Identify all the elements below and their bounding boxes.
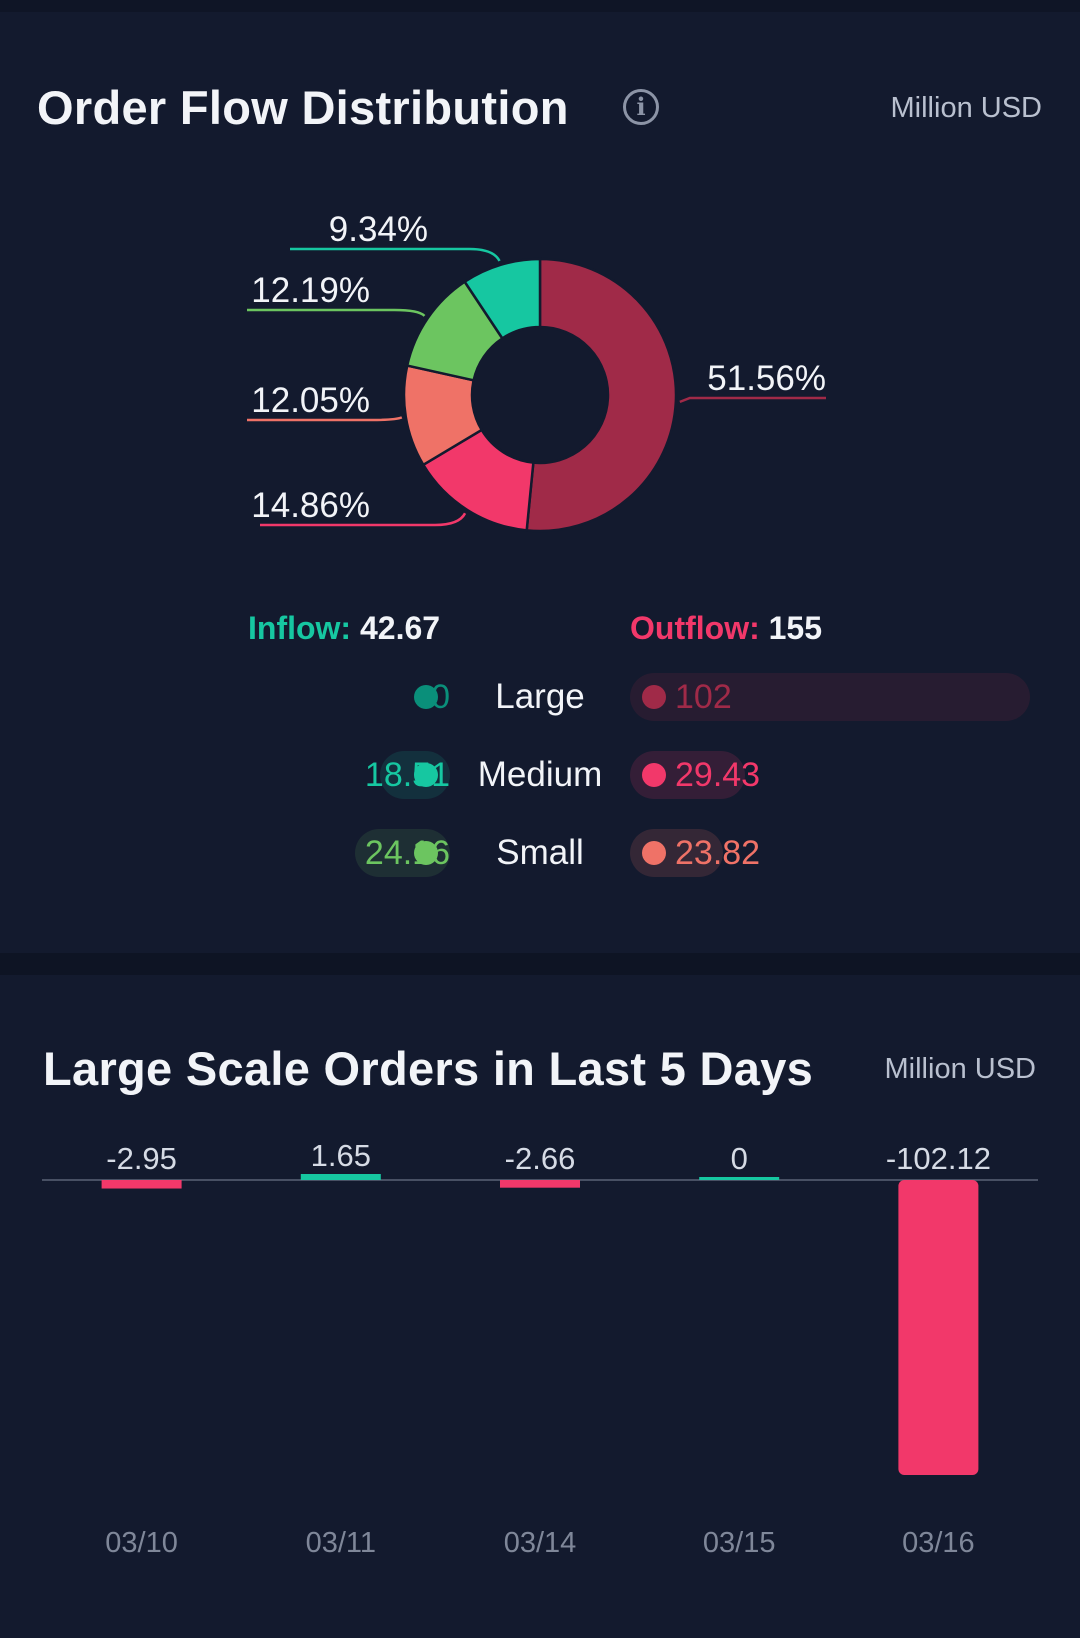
info-icon[interactable]: i bbox=[623, 89, 659, 125]
donut-slice bbox=[525, 257, 678, 533]
large-outflow-dot bbox=[642, 685, 666, 709]
x-tick-label: 03/11 bbox=[306, 1527, 376, 1559]
large-inflow-value: 0 bbox=[431, 678, 450, 716]
x-tick-label: 03/10 bbox=[105, 1527, 178, 1559]
small-outflow-dot bbox=[642, 841, 666, 865]
inflow-total: Inflow: 42.67 bbox=[248, 610, 440, 647]
donut-slice bbox=[462, 257, 542, 341]
large-outflow-bar bbox=[630, 673, 1030, 721]
distribution-title: Order Flow Distribution bbox=[37, 81, 569, 134]
category-medium: Medium bbox=[477, 755, 603, 794]
donut-leader-line bbox=[260, 512, 467, 527]
medium-inflow-dot bbox=[414, 763, 438, 787]
flow-row-large: 0 Large 102 bbox=[0, 673, 1080, 721]
distribution-unit: Million USD bbox=[890, 92, 1042, 124]
outflow-label: Outflow: bbox=[630, 610, 760, 646]
donut-slice-label: 9.34% bbox=[329, 210, 428, 249]
bar-value-label: -2.66 bbox=[505, 1141, 576, 1176]
inflow-value: 42.67 bbox=[359, 610, 441, 646]
large-inflow-dot bbox=[414, 685, 438, 709]
donut-leader-line bbox=[679, 396, 826, 404]
bar bbox=[300, 1174, 381, 1180]
donut-slice-label: 12.19% bbox=[251, 271, 370, 310]
x-tick-label: 03/16 bbox=[902, 1527, 975, 1559]
category-large: Large bbox=[495, 677, 585, 716]
bar bbox=[500, 1180, 580, 1188]
donut-leader-line bbox=[247, 416, 403, 422]
donut-slice-label: 51.56% bbox=[707, 359, 826, 398]
bar-value-label: -2.95 bbox=[106, 1141, 177, 1176]
bar-value-label: -102.12 bbox=[886, 1141, 991, 1176]
flow-row-medium: 18.51 Medium 29.43 bbox=[0, 751, 1080, 799]
donut-leader-line bbox=[247, 308, 426, 317]
medium-outflow-value: 29.43 bbox=[675, 756, 761, 794]
donut-leader-line bbox=[290, 247, 501, 262]
x-tick-label: 03/14 bbox=[504, 1527, 577, 1559]
small-outflow-value: 23.82 bbox=[675, 834, 761, 872]
category-small: Small bbox=[496, 833, 584, 872]
bar-chart: -2.95 03/10 1.65 03/11 -2.66 03/14 0 03/15 -102.… bbox=[42, 1138, 1038, 1559]
medium-outflow-dot bbox=[642, 763, 666, 787]
flow-row-small: 24.16 Small 23.82 bbox=[0, 829, 1080, 877]
bar-value-label: 1.65 bbox=[311, 1138, 371, 1173]
outflow-value: 155 bbox=[768, 610, 823, 646]
bar bbox=[101, 1180, 182, 1189]
inflow-label: Inflow: bbox=[248, 610, 352, 646]
large-outflow-value: 102 bbox=[675, 678, 732, 716]
section-divider bbox=[0, 953, 1080, 975]
large-orders-title: Large Scale Orders in Last 5 Days bbox=[43, 1042, 814, 1095]
x-tick-label: 03/15 bbox=[703, 1527, 776, 1559]
large-orders-unit: Million USD bbox=[884, 1053, 1036, 1085]
bar bbox=[699, 1177, 780, 1180]
donut-chart: 51.56% 14.86% 12.05% 12.19% 9.34% bbox=[247, 210, 826, 533]
small-inflow-dot bbox=[414, 841, 438, 865]
donut-slice-label: 14.86% bbox=[251, 486, 370, 525]
donut-slice-label: 12.05% bbox=[251, 381, 370, 420]
outflow-total: Outflow: 155 bbox=[630, 610, 822, 647]
bar bbox=[898, 1180, 979, 1475]
top-strip bbox=[0, 0, 1080, 12]
bar-value-label: 0 bbox=[731, 1141, 748, 1176]
